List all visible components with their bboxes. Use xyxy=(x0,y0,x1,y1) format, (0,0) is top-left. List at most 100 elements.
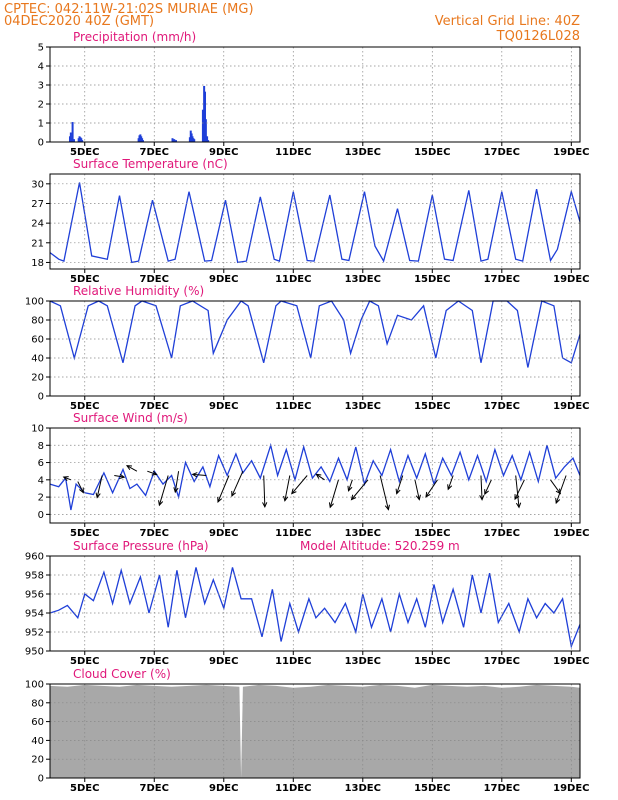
precip-bar xyxy=(204,119,207,142)
temp-date-label: 17DEC xyxy=(484,274,520,285)
temp-date-label: 15DEC xyxy=(414,274,450,285)
wind-arrow xyxy=(328,479,339,509)
wind-arrow xyxy=(125,465,138,472)
wind-arrow xyxy=(350,479,369,501)
header-grid-note: Vertical Grid Line: 40Z xyxy=(435,14,580,29)
rh-ytick-label: 60 xyxy=(31,335,44,346)
temp-date-label: 13DEC xyxy=(345,274,381,285)
wind-arrow-head xyxy=(315,473,322,479)
wind-arrow xyxy=(315,473,325,481)
precip-date-label: 15DEC xyxy=(414,147,450,158)
rh-date-label: 19DEC xyxy=(553,401,589,412)
wind-arrow-head xyxy=(231,490,237,497)
cloud-ytick-label: 80 xyxy=(31,698,44,709)
precip-bar xyxy=(81,140,84,142)
wind-date-label: 7DEC xyxy=(140,528,169,539)
wind-arrow-shaft xyxy=(447,475,454,490)
wind-arrow-shaft xyxy=(174,471,180,493)
precip-date-label: 9DEC xyxy=(209,147,238,158)
press-date-label: 19DEC xyxy=(553,656,589,667)
precip-ytick-label: 1 xyxy=(38,119,44,130)
precip-bar xyxy=(193,139,196,142)
wind-arrow xyxy=(484,479,492,496)
wind-date-label: 13DEC xyxy=(345,528,381,539)
precip-bar xyxy=(174,140,177,142)
precip-ytick-label: 5 xyxy=(38,43,44,54)
wind-arrow-head xyxy=(151,470,158,476)
wind-arrow-shaft xyxy=(217,475,230,503)
wind-arrow-shaft xyxy=(555,475,567,504)
rh-panel: Relative Humidity (%) 0 20 40 60 80 100 5DEC 7DE… xyxy=(25,284,590,412)
wind-arrow-head xyxy=(350,494,357,501)
temp-date-label: 5DEC xyxy=(70,274,99,285)
precip-bar xyxy=(69,132,72,142)
wind-arrow xyxy=(447,475,454,491)
press-frame xyxy=(49,555,581,652)
temp-date-label: 11DEC xyxy=(275,274,311,285)
wind-arrow xyxy=(114,473,126,480)
wind-arrow xyxy=(147,470,158,476)
wind-arrow-head xyxy=(515,502,522,509)
precip-bar xyxy=(206,136,209,142)
wind-ytick-label: 0 xyxy=(38,510,44,521)
wind-arrow-head xyxy=(125,465,133,471)
press-series-line xyxy=(49,567,581,649)
cloud-panel: Cloud Cover (%) 0 20 40 60 80 100 5DEC 7DEC 9DEC 1… xyxy=(25,667,590,794)
wind-arrow-shaft xyxy=(550,479,561,494)
cloud-ytick-label: 40 xyxy=(31,736,44,747)
wind-arrow xyxy=(283,475,291,502)
cloud-date-label: 11DEC xyxy=(275,783,311,794)
wind-arrow-head xyxy=(95,492,101,499)
wind-arrow-head xyxy=(555,497,561,505)
press-title: Surface Pressure (hPa) xyxy=(73,539,209,553)
press-panel: Surface Pressure (hPa) Model Altitude: 52… xyxy=(25,539,590,667)
precip-frame xyxy=(49,46,581,143)
wind-arrow-shaft xyxy=(158,475,169,506)
wind-date-label: 5DEC xyxy=(70,528,99,539)
header-station: CPTEC: 042:11W-21:02S MURIAE (MG) xyxy=(4,2,254,17)
wind-arrow-head xyxy=(158,500,164,507)
wind-arrow-shaft xyxy=(414,479,420,500)
wind-arrow-head xyxy=(425,491,431,498)
wind-arrow xyxy=(379,475,390,511)
rh-series-line xyxy=(49,300,581,368)
wind-arrow xyxy=(217,475,230,503)
header-run-time: 04DEC2020 40Z (GMT) xyxy=(4,14,154,29)
temp-ytick-label: 24 xyxy=(31,219,44,230)
precip-date-label: 7DEC xyxy=(140,147,169,158)
temp-date-label: 7DEC xyxy=(140,274,169,285)
wind-arrow-shaft xyxy=(291,475,308,494)
wind-arrow-head xyxy=(484,489,489,496)
precip-bar xyxy=(72,139,75,142)
wind-arrow xyxy=(262,475,268,508)
wind-arrow-head xyxy=(555,488,562,495)
cloud-date-label: 5DEC xyxy=(70,783,99,794)
rh-ytick-label: 80 xyxy=(31,316,44,327)
press-date-label: 15DEC xyxy=(414,656,450,667)
wind-arrow xyxy=(347,479,353,492)
precip-ytick-label: 4 xyxy=(38,62,44,73)
wind-arrow xyxy=(414,479,421,501)
wind-arrow-head xyxy=(328,502,334,509)
wind-arrow-head xyxy=(347,485,353,492)
rh-title: Relative Humidity (%) xyxy=(73,284,204,298)
precip-bar xyxy=(141,140,144,142)
wind-arrow-shaft xyxy=(480,475,483,500)
wind-arrow-shaft xyxy=(96,475,103,498)
wind-arrow xyxy=(395,475,404,495)
wind-arrow-shaft xyxy=(396,475,404,494)
rh-date-label: 5DEC xyxy=(70,401,99,412)
wind-arrow-shaft xyxy=(63,476,72,481)
cloud-date-label: 9DEC xyxy=(209,783,238,794)
press-ytick-label: 954 xyxy=(25,609,44,620)
wind-arrow-head xyxy=(479,494,485,501)
wind-arrow-shaft xyxy=(263,475,266,507)
cloud-date-label: 19DEC xyxy=(553,783,589,794)
wind-arrow-shaft xyxy=(379,475,389,510)
wind-arrow-head xyxy=(447,484,453,491)
wind-arrow-head xyxy=(514,494,520,501)
wind-arrow-head xyxy=(395,488,401,495)
press-date-label: 5DEC xyxy=(70,656,99,667)
rh-date-label: 11DEC xyxy=(275,401,311,412)
